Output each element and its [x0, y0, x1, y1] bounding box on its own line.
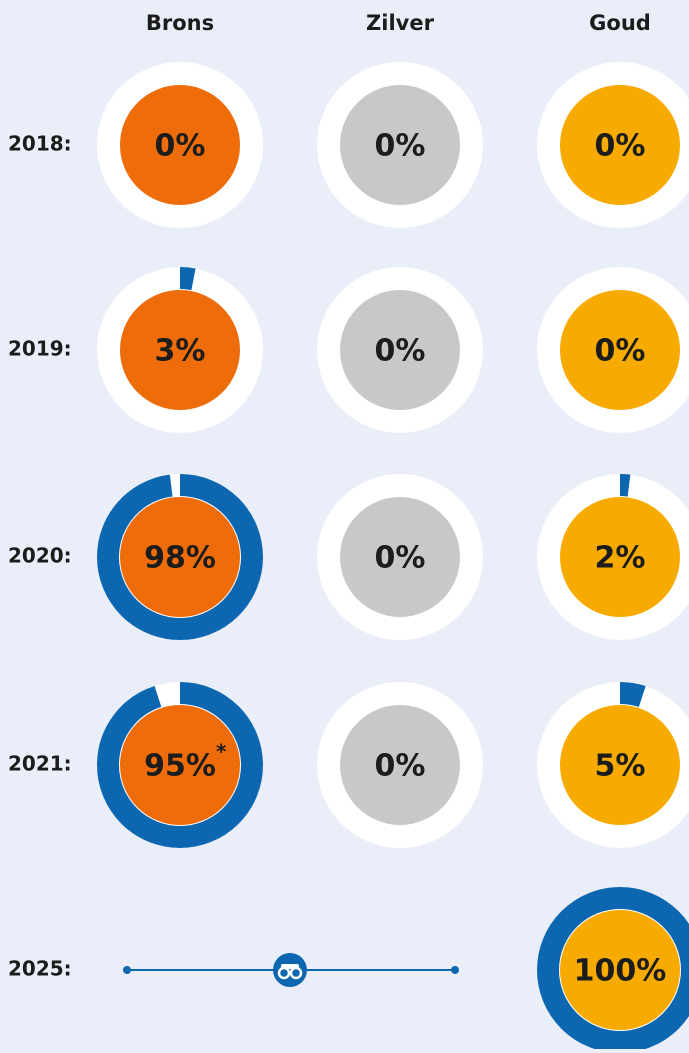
- value-label: 0%: [595, 129, 646, 164]
- medal-disc: [120, 85, 240, 205]
- column-header: Brons: [146, 11, 214, 35]
- year-label: 2025:: [8, 957, 72, 981]
- progress-arc: [97, 474, 263, 640]
- medal-disc: [340, 85, 460, 205]
- medal-disc: [340, 705, 460, 825]
- value-label: 0%: [595, 334, 646, 369]
- progress-arc: [537, 887, 689, 1053]
- value-label: 95%: [144, 749, 216, 784]
- value-label: 0%: [375, 749, 426, 784]
- timeline-end: [451, 966, 459, 974]
- medal-disc: [120, 290, 240, 410]
- value-label: 0%: [375, 129, 426, 164]
- year-label: 2020:: [8, 544, 72, 568]
- value-label: 5%: [595, 749, 646, 784]
- progress-arc: [537, 474, 689, 640]
- value-label: 0%: [375, 541, 426, 576]
- medal-disc: [340, 290, 460, 410]
- value-label: 100%: [574, 954, 667, 989]
- medal-disc: [560, 705, 680, 825]
- column-header: Zilver: [366, 11, 435, 35]
- medal-disc: [120, 497, 240, 617]
- medal-disc: [560, 85, 680, 205]
- medal-disc: [340, 497, 460, 617]
- medal-disc: [560, 910, 680, 1030]
- timeline-end: [123, 966, 131, 974]
- value-label: 0%: [375, 334, 426, 369]
- binoculars-badge: [273, 953, 307, 987]
- value-label: 98%: [144, 541, 216, 576]
- binoculars-top: [281, 964, 299, 969]
- medal-disc: [560, 290, 680, 410]
- value-label: 0%: [155, 129, 206, 164]
- value-label: 3%: [155, 334, 206, 369]
- value-label: 2%: [595, 541, 646, 576]
- medal-disc: [120, 705, 240, 825]
- column-header: Goud: [589, 11, 651, 35]
- progress-arc: [97, 267, 263, 433]
- year-label: 2021:: [8, 752, 72, 776]
- progress-arc: [97, 682, 263, 848]
- year-label: 2019:: [8, 337, 72, 361]
- medal-disc: [560, 497, 680, 617]
- year-label: 2018:: [8, 132, 72, 156]
- progress-arc: [537, 682, 689, 848]
- footnote-marker: *: [216, 740, 227, 764]
